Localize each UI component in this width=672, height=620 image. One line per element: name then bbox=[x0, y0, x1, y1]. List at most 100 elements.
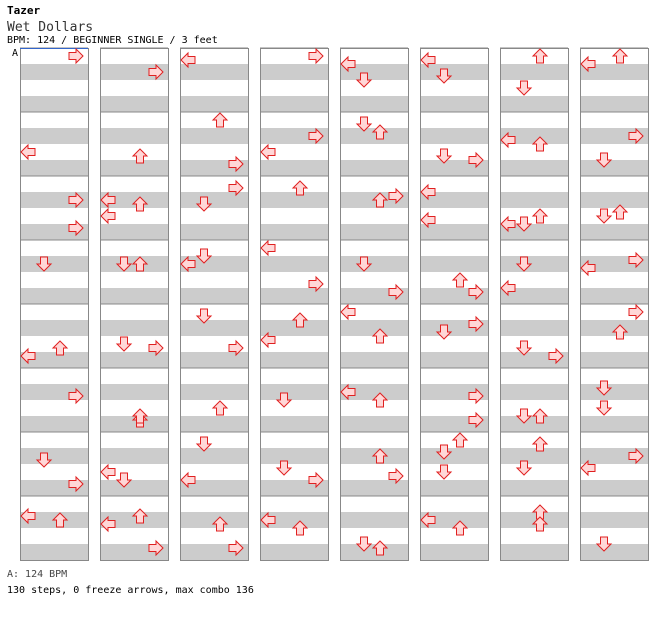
beat-stripe bbox=[340, 128, 408, 144]
beat-stripe bbox=[100, 224, 168, 240]
down-arrow-icon bbox=[115, 336, 133, 352]
up-arrow-icon bbox=[371, 124, 389, 140]
down-arrow-icon bbox=[595, 380, 613, 396]
beat-stripe bbox=[340, 320, 408, 336]
beat-stripe bbox=[260, 352, 328, 368]
beat-stripe bbox=[420, 512, 488, 528]
left-arrow-icon bbox=[20, 143, 36, 161]
beat-stripe bbox=[100, 288, 168, 304]
up-arrow-icon bbox=[531, 408, 549, 424]
right-arrow-icon bbox=[308, 127, 324, 145]
up-arrow-icon bbox=[131, 508, 149, 524]
left-arrow-icon bbox=[500, 279, 516, 297]
beat-stripe bbox=[20, 64, 88, 80]
left-arrow-icon bbox=[180, 471, 196, 489]
beat-stripe bbox=[580, 192, 648, 208]
up-arrow-icon bbox=[531, 136, 549, 152]
down-arrow-icon bbox=[35, 256, 53, 272]
up-arrow-icon bbox=[51, 340, 69, 356]
beat-stripe bbox=[260, 288, 328, 304]
beat-stripe bbox=[340, 256, 408, 272]
down-arrow-icon bbox=[515, 256, 533, 272]
beat-stripe bbox=[420, 96, 488, 112]
up-arrow-icon bbox=[611, 324, 629, 340]
beat-stripe bbox=[500, 320, 568, 336]
left-arrow-icon bbox=[500, 131, 516, 149]
up-arrow-icon bbox=[451, 520, 469, 536]
up-arrow-icon bbox=[371, 392, 389, 408]
beat-stripe bbox=[420, 192, 488, 208]
left-arrow-icon bbox=[420, 211, 436, 229]
beat-stripe bbox=[260, 224, 328, 240]
beat-stripe bbox=[580, 160, 648, 176]
right-arrow-icon bbox=[388, 467, 404, 485]
step-chart bbox=[20, 47, 649, 561]
up-arrow-icon bbox=[291, 180, 309, 196]
beat-stripe bbox=[500, 96, 568, 112]
down-arrow-icon bbox=[435, 464, 453, 480]
beat-stripe bbox=[20, 96, 88, 112]
beat-stripe bbox=[340, 544, 408, 560]
left-arrow-icon bbox=[20, 347, 36, 365]
right-arrow-icon bbox=[308, 275, 324, 293]
right-arrow-icon bbox=[468, 151, 484, 169]
left-arrow-icon bbox=[420, 51, 436, 69]
up-arrow-icon bbox=[451, 432, 469, 448]
right-arrow-icon bbox=[468, 387, 484, 405]
down-arrow-icon bbox=[275, 460, 293, 476]
left-arrow-icon bbox=[580, 259, 596, 277]
beat-stripe bbox=[580, 288, 648, 304]
beat-stripe bbox=[260, 416, 328, 432]
down-arrow-icon bbox=[515, 460, 533, 476]
step-stats: 130 steps, 0 freeze arrows, max combo 13… bbox=[7, 585, 254, 596]
up-arrow-icon bbox=[291, 312, 309, 328]
up-arrow-icon bbox=[451, 272, 469, 288]
bpm-marker-label: A bbox=[12, 48, 19, 59]
beat-stripe bbox=[580, 384, 648, 400]
beat-stripe bbox=[20, 160, 88, 176]
beat-stripe bbox=[260, 448, 328, 464]
down-arrow-icon bbox=[355, 116, 373, 132]
beat-stripe bbox=[100, 128, 168, 144]
right-arrow-icon bbox=[68, 387, 84, 405]
chart-column bbox=[260, 48, 329, 561]
beat-stripe bbox=[180, 192, 248, 208]
right-arrow-icon bbox=[68, 219, 84, 237]
down-arrow-icon bbox=[435, 148, 453, 164]
right-arrow-icon bbox=[628, 303, 644, 321]
beat-stripe bbox=[420, 448, 488, 464]
beat-stripe bbox=[180, 320, 248, 336]
beat-stripe bbox=[180, 128, 248, 144]
beat-stripe bbox=[340, 480, 408, 496]
left-arrow-icon bbox=[260, 511, 276, 529]
down-arrow-icon bbox=[115, 472, 133, 488]
beat-stripe bbox=[260, 320, 328, 336]
beat-stripe bbox=[500, 544, 568, 560]
beat-stripe bbox=[420, 480, 488, 496]
chart-info: BPM: 124 / BEGINNER SINGLE / 3 feet bbox=[7, 35, 218, 46]
beat-stripe bbox=[20, 448, 88, 464]
left-arrow-icon bbox=[260, 143, 276, 161]
beat-stripe bbox=[500, 128, 568, 144]
beat-stripe bbox=[340, 64, 408, 80]
chart-column bbox=[100, 48, 169, 561]
down-arrow-icon bbox=[515, 216, 533, 232]
beat-stripe bbox=[20, 128, 88, 144]
beat-stripe bbox=[100, 192, 168, 208]
beat-stripe bbox=[580, 224, 648, 240]
right-arrow-icon bbox=[628, 447, 644, 465]
chart-column bbox=[580, 48, 649, 561]
up-arrow-icon bbox=[371, 540, 389, 556]
beat-stripe bbox=[100, 160, 168, 176]
right-arrow-icon bbox=[148, 339, 164, 357]
beat-stripe bbox=[260, 384, 328, 400]
beat-stripe bbox=[260, 192, 328, 208]
left-arrow-icon bbox=[180, 255, 196, 273]
up-arrow-icon bbox=[371, 328, 389, 344]
beat-stripe bbox=[500, 384, 568, 400]
beat-stripe bbox=[260, 96, 328, 112]
up-arrow-icon bbox=[131, 196, 149, 212]
beat-stripe bbox=[180, 384, 248, 400]
beat-stripe bbox=[340, 96, 408, 112]
right-arrow-icon bbox=[228, 179, 244, 197]
